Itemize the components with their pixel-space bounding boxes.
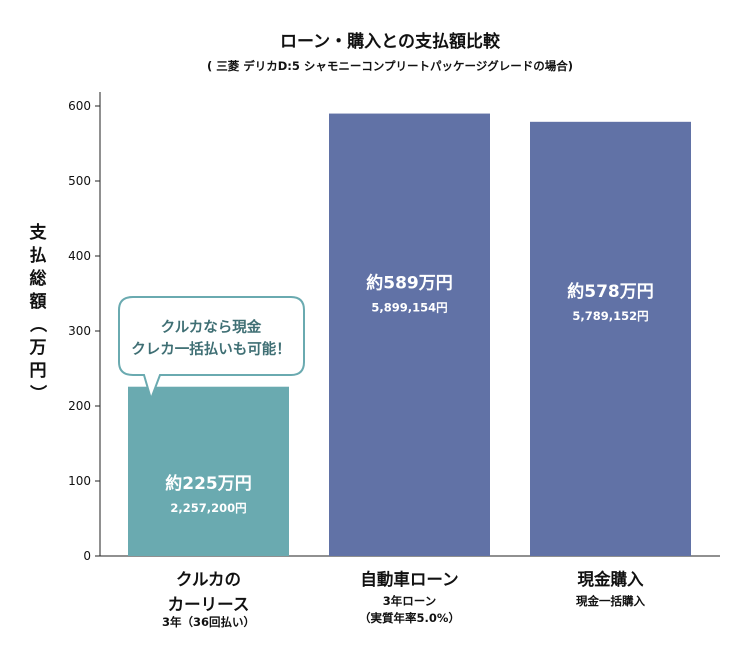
- y-axis-label-char: 万: [29, 338, 47, 358]
- bar-value-label: 約589万円: [366, 273, 453, 294]
- bar-value-sublabel: 5,899,154円: [371, 301, 447, 315]
- y-tick-label: 0: [83, 549, 91, 563]
- bar: [329, 113, 490, 557]
- y-axis-label-char: 支: [30, 222, 48, 243]
- x-tick-label: 自動車ローン: [360, 569, 458, 589]
- annotation-text: クルカなら現金: [161, 318, 262, 336]
- chart-subtitle: ( 三菱 デリカD:5 シャモニーコンプリートパッケージグレードの場合): [207, 59, 573, 73]
- x-tick-label: 現金購入: [578, 569, 645, 589]
- x-tick-label: カーリース: [168, 595, 250, 614]
- x-tick-sublabel: 3年ローン: [383, 594, 436, 608]
- y-axis-label-char: 円: [30, 361, 47, 381]
- x-tick-sublabel: 3年（36回払い）: [162, 615, 255, 629]
- y-axis-label-char: 総: [30, 268, 47, 289]
- y-tick-label: 600: [68, 99, 91, 113]
- y-axis-label-char: ）: [27, 385, 48, 402]
- x-tick-sublabel: （実質年率5.0%）: [359, 611, 460, 625]
- y-tick-label: 100: [68, 474, 91, 488]
- x-tick-sublabel: 現金一括購入: [576, 594, 645, 608]
- speech-bubble: [118, 296, 305, 403]
- bar-value-sublabel: 2,257,200円: [170, 501, 246, 515]
- y-axis-label-char: （: [27, 316, 48, 333]
- bar-value-sublabel: 5,789,152円: [572, 309, 648, 323]
- y-tick-label: 500: [68, 174, 91, 188]
- y-tick-label: 400: [68, 249, 91, 263]
- bar-value-label: 約578万円: [567, 281, 654, 302]
- bar: [128, 386, 289, 556]
- bar: [530, 121, 691, 556]
- y-axis-label-char: 額: [29, 291, 47, 312]
- bar-value-label: 約225万円: [165, 473, 252, 494]
- y-tick-label: 300: [68, 324, 91, 338]
- chart-title: ローン・購入との支払額比較: [280, 31, 501, 52]
- annotation-text: クレカ一括払いも可能！: [131, 340, 291, 358]
- y-tick-label: 200: [68, 399, 91, 413]
- x-tick-label: クルカの: [176, 570, 241, 589]
- bars: 約225万円 2,257,200円 約589万円 5,899,154円 約578万円 5,…: [128, 113, 691, 557]
- y-axis-label-char: 払: [30, 245, 47, 266]
